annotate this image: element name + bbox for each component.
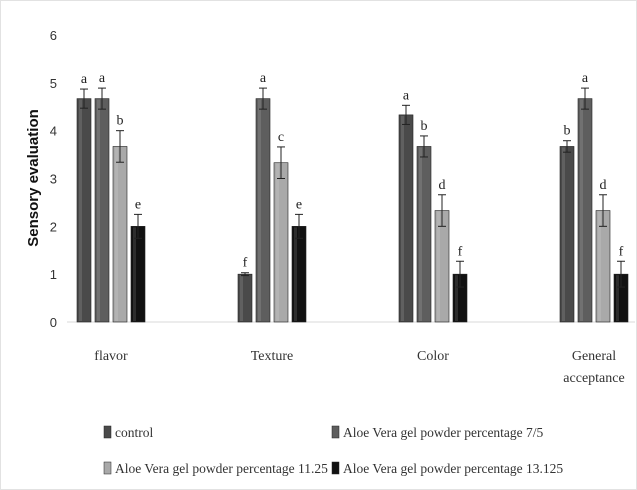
legend-swatch <box>103 461 112 475</box>
bar-highlight <box>598 211 601 321</box>
legend-swatch <box>331 461 340 475</box>
data-label: c <box>278 130 284 145</box>
bar-highlight <box>115 147 118 321</box>
legend-label: control <box>115 425 153 440</box>
bar-highlight <box>419 147 422 321</box>
data-label: f <box>243 256 248 271</box>
legend-label: Aloe Vera gel powder percentage 13.125 <box>343 461 563 476</box>
data-label: b <box>564 124 571 139</box>
data-label: b <box>117 114 124 129</box>
data-label: d <box>600 178 607 193</box>
data-label: f <box>458 244 463 259</box>
x-category-label: acceptance <box>563 371 624 386</box>
bar-highlight <box>258 99 261 321</box>
bar-highlight <box>240 275 243 321</box>
bar-highlight <box>294 227 297 321</box>
bar-highlight <box>616 275 619 321</box>
bar-highlight <box>580 99 583 321</box>
legend-swatch <box>331 425 340 439</box>
data-label: a <box>582 71 589 86</box>
data-label: a <box>81 72 88 87</box>
data-label: e <box>296 197 302 212</box>
data-label: a <box>260 71 267 86</box>
legend-swatch <box>103 425 112 439</box>
bar-highlight <box>562 147 565 321</box>
data-label: a <box>403 88 410 103</box>
bar-highlight <box>133 227 136 321</box>
y-tick-label: 5 <box>50 76 57 91</box>
legend-label: Aloe Vera gel powder percentage 7/5 <box>343 425 544 440</box>
y-tick-label: 2 <box>50 219 57 234</box>
y-tick-label: 6 <box>50 28 57 43</box>
data-label: b <box>421 119 428 134</box>
bar-highlight <box>401 115 404 321</box>
x-category-label: General <box>572 349 616 364</box>
bar-highlight <box>97 99 100 321</box>
legend-label: Aloe Vera gel powder percentage 11.25 <box>115 461 328 476</box>
bar-highlight <box>437 211 440 321</box>
x-category-label: Color <box>417 349 449 364</box>
bar-highlight <box>79 99 82 321</box>
y-axis-title: Sensory evaluation <box>25 109 42 247</box>
bar-highlight <box>276 163 279 321</box>
data-label: d <box>439 178 446 193</box>
y-tick-label: 4 <box>50 124 57 139</box>
y-tick-label: 1 <box>50 267 57 282</box>
y-tick-label: 0 <box>50 315 57 330</box>
data-label: a <box>99 71 106 86</box>
x-category-label: flavor <box>94 349 128 364</box>
data-label: e <box>135 197 141 212</box>
x-category-label: Texture <box>251 349 294 364</box>
y-tick-label: 3 <box>50 172 57 187</box>
data-label: f <box>619 244 624 259</box>
bar-highlight <box>455 275 458 321</box>
